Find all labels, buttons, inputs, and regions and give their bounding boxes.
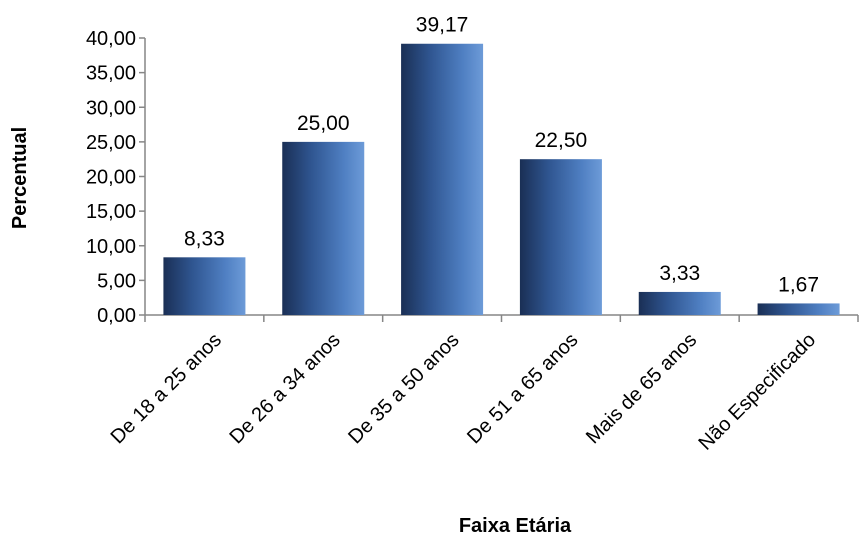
bar: [282, 141, 365, 315]
category-label: Não Especificado: [694, 329, 820, 455]
data-label: 1,67: [778, 273, 819, 296]
data-labels: 8,33 25,00 39,17 22,50 3,33 1,67: [184, 14, 819, 297]
y-tick-label: 40,00: [86, 28, 136, 50]
bars: [163, 43, 840, 316]
y-tick-label: 25,00: [86, 132, 136, 154]
y-tick-label: 0,00: [97, 305, 136, 327]
y-axis: 0,00 5,00 10,00 15,00 20,00 25,00 30,00 35,00 40…: [86, 28, 146, 327]
x-axis: [144, 314, 859, 322]
category-labels: De 18 a 25 anos De 26 a 34 anos De 35 a 50…: [107, 329, 821, 455]
data-label: 22,50: [535, 129, 588, 152]
x-axis-title: Faixa Etária: [459, 515, 572, 537]
data-label: 8,33: [184, 227, 225, 250]
category-label: De 51 a 65 anos: [463, 329, 582, 448]
category-label: De 18 a 25 anos: [107, 329, 226, 448]
category-label: Mais de 65 anos: [582, 329, 701, 448]
y-axis-title: Percentual: [9, 127, 31, 229]
y-tick-label: 20,00: [86, 167, 136, 189]
bar: [638, 291, 721, 315]
y-tick-label: 35,00: [86, 63, 136, 85]
bar: [163, 257, 246, 315]
y-tick-label: 15,00: [86, 201, 136, 223]
y-tick-label: 5,00: [97, 270, 136, 292]
data-label: 3,33: [659, 262, 700, 285]
y-tick-label: 10,00: [86, 236, 136, 258]
category-label: De 26 a 34 anos: [225, 329, 344, 448]
bar: [757, 303, 840, 315]
y-tick-label: 30,00: [86, 97, 136, 119]
data-label: 25,00: [297, 112, 350, 135]
category-label: De 35 a 50 anos: [344, 329, 463, 448]
bar: [401, 43, 484, 316]
data-label: 39,17: [416, 14, 469, 37]
bar: [519, 159, 602, 315]
